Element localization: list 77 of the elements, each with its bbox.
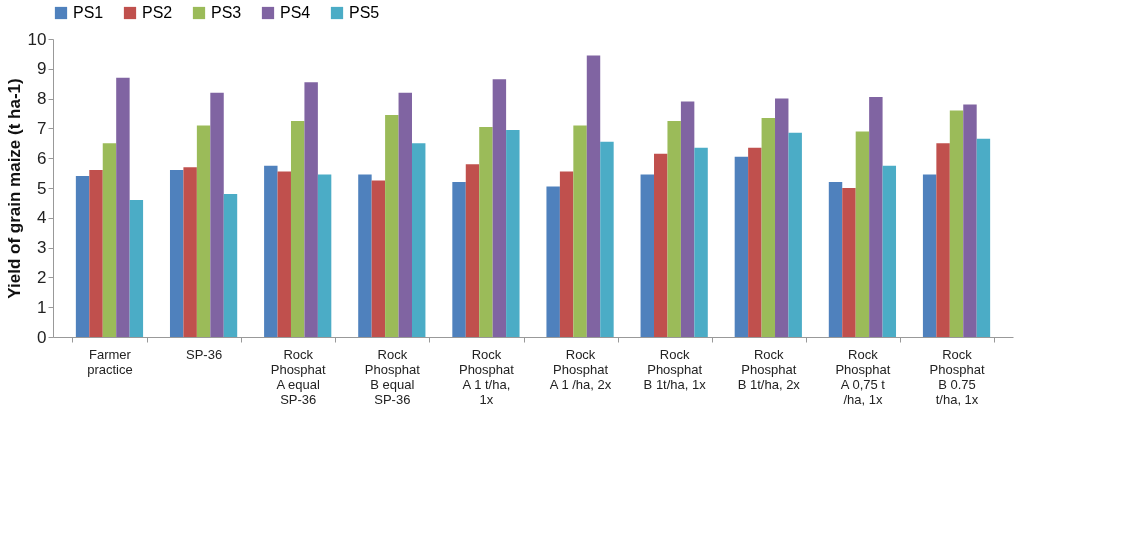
bar (129, 199, 144, 337)
bar (385, 114, 399, 337)
legend-label: PS1 (73, 4, 104, 21)
bar (654, 153, 668, 337)
y-tick-label: 7 (37, 118, 47, 138)
bar (949, 110, 964, 337)
bar (411, 143, 426, 337)
bar (734, 156, 749, 337)
x-tick-label: Rock Phosphat A equal SP-36 (270, 346, 327, 407)
bar (89, 170, 103, 337)
bar (761, 117, 776, 337)
bar (169, 170, 184, 337)
bar (976, 138, 991, 337)
y-tick-label: 8 (37, 89, 47, 109)
bar (223, 193, 238, 337)
y-tick-label: 10 (27, 29, 47, 49)
bar (842, 188, 856, 337)
y-tick-label: 2 (37, 267, 47, 287)
x-tick-label: Rock Phosphat B 1t/ha, 1x (643, 346, 707, 392)
bar (304, 82, 318, 337)
bar (277, 171, 291, 337)
bar (317, 174, 332, 337)
bar (264, 165, 278, 337)
x-tick-label: Rock Phosphat B 0.75 t/ha, 1x (929, 346, 985, 407)
bar (196, 125, 211, 337)
legend-label: PS3 (211, 4, 242, 21)
bar (680, 101, 695, 337)
x-tick-label: Rock Phosphat A 1 /ha, 2x (549, 346, 612, 392)
legend-label: PS4 (280, 4, 311, 21)
x-tick-label: SP-36 (186, 346, 223, 362)
bar (290, 120, 305, 337)
bar (116, 77, 130, 337)
bar (936, 143, 950, 337)
y-tick-label: 9 (37, 59, 47, 79)
bar (963, 104, 977, 337)
bar (922, 174, 937, 337)
bar (506, 129, 520, 337)
y-tick-label: 5 (37, 178, 47, 198)
bar (465, 164, 480, 337)
bar (398, 92, 412, 337)
x-tick-label: Rock Phosphat A 1 t/ha, 1x (458, 346, 515, 407)
bar (452, 182, 466, 337)
x-tick-label: Rock Phosphat B equal SP-36 (364, 346, 421, 407)
y-tick-label: 1 (37, 297, 47, 317)
bar (573, 125, 587, 337)
y-tick-label: 6 (37, 148, 47, 168)
bar (788, 132, 802, 337)
y-tick-label: 4 (37, 208, 47, 228)
x-tick-label: Farmer practice (87, 346, 133, 377)
bar (102, 143, 117, 337)
bar (694, 147, 708, 337)
y-tick-label: 0 (37, 327, 47, 347)
legend-label: PS5 (349, 4, 380, 21)
bar (358, 174, 372, 337)
x-tick-label: Rock Phosphat B 1t/ha, 2x (737, 346, 801, 392)
bar (855, 131, 870, 337)
bar (75, 176, 90, 337)
bar (492, 79, 507, 337)
bar (869, 97, 883, 337)
bar (546, 186, 560, 337)
bar (210, 92, 224, 337)
bar (882, 165, 897, 337)
bar (828, 182, 843, 337)
y-axis-title: Yield of grain maize (t ha-1) (4, 78, 24, 299)
x-tick-label: Rock Phosphat A 0,75 t /ha, 1x (835, 346, 891, 407)
bar (183, 167, 197, 337)
bar (600, 141, 614, 337)
bar (479, 126, 493, 337)
bar (775, 98, 789, 337)
bar (667, 120, 681, 337)
bar (748, 147, 762, 337)
bar (586, 55, 601, 337)
bar (640, 174, 655, 337)
legend-label: PS2 (142, 4, 173, 21)
bar (559, 171, 574, 337)
y-tick-label: 3 (37, 238, 47, 258)
bar (371, 180, 386, 337)
